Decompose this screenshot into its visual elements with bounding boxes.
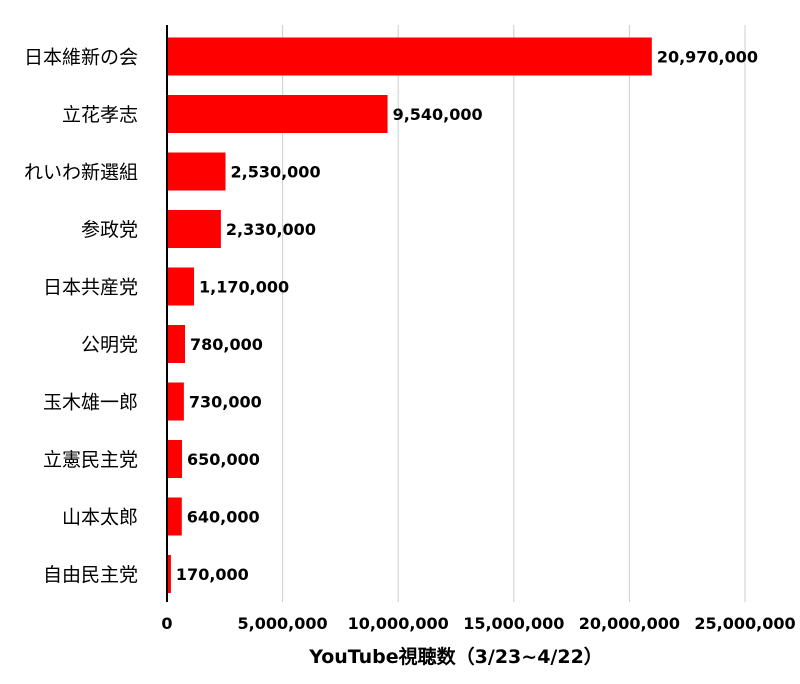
x-axis-title: YouTube視聴数（3/23~4/22） — [308, 645, 603, 668]
data-label: 730,000 — [189, 393, 262, 412]
x-tick-label: 15,000,000 — [463, 614, 564, 633]
bar — [167, 497, 182, 536]
gridlines — [282, 25, 746, 602]
data-label: 780,000 — [190, 335, 263, 354]
category-label: 玉木雄一郎 — [43, 392, 138, 414]
x-tick-label: 5,000,000 — [238, 614, 328, 633]
category-label: 公明党 — [81, 334, 138, 356]
x-tick-label: 20,000,000 — [579, 614, 680, 633]
x-tick-labels: 0 5,000,000 10,000,000 15,000,000 20,000,000… — [161, 614, 795, 633]
data-label: 1,170,000 — [199, 278, 289, 297]
bar — [167, 440, 183, 478]
data-label: 9,540,000 — [393, 105, 483, 124]
data-label: 650,000 — [187, 450, 260, 469]
bar — [167, 152, 226, 191]
category-labels: 日本維新の会立花孝志れいわ新選組参政党日本共産党公明党玉木雄一郎立憲民主党山本太… — [24, 47, 138, 587]
category-label: 日本共産党 — [43, 277, 138, 299]
category-label: 山本太郎 — [62, 507, 138, 529]
category-label: 立花孝志 — [62, 104, 138, 126]
bars — [167, 37, 652, 593]
x-tick-label: 0 — [161, 614, 172, 633]
data-label: 170,000 — [176, 565, 249, 584]
value-labels: 20,970,000 9,540,000 2,530,000 2,330,000 1,1… — [176, 48, 758, 585]
category-label: 自由民主党 — [43, 564, 138, 586]
bar — [167, 37, 652, 76]
bar — [167, 267, 195, 306]
data-label: 2,330,000 — [226, 220, 316, 239]
bar — [167, 210, 221, 248]
x-tick-label: 25,000,000 — [694, 614, 795, 633]
category-label: 立憲民主党 — [43, 449, 138, 471]
x-tick-label: 10,000,000 — [348, 614, 449, 633]
data-label: 2,530,000 — [230, 163, 320, 182]
bar — [167, 382, 184, 421]
category-label: れいわ新選組 — [24, 162, 138, 184]
bar — [167, 325, 186, 363]
category-label: 日本維新の会 — [24, 47, 138, 69]
data-label: 640,000 — [187, 508, 260, 527]
bar — [167, 95, 388, 133]
category-label: 参政党 — [81, 219, 138, 241]
data-label: 20,970,000 — [657, 48, 758, 67]
bar — [167, 555, 171, 593]
